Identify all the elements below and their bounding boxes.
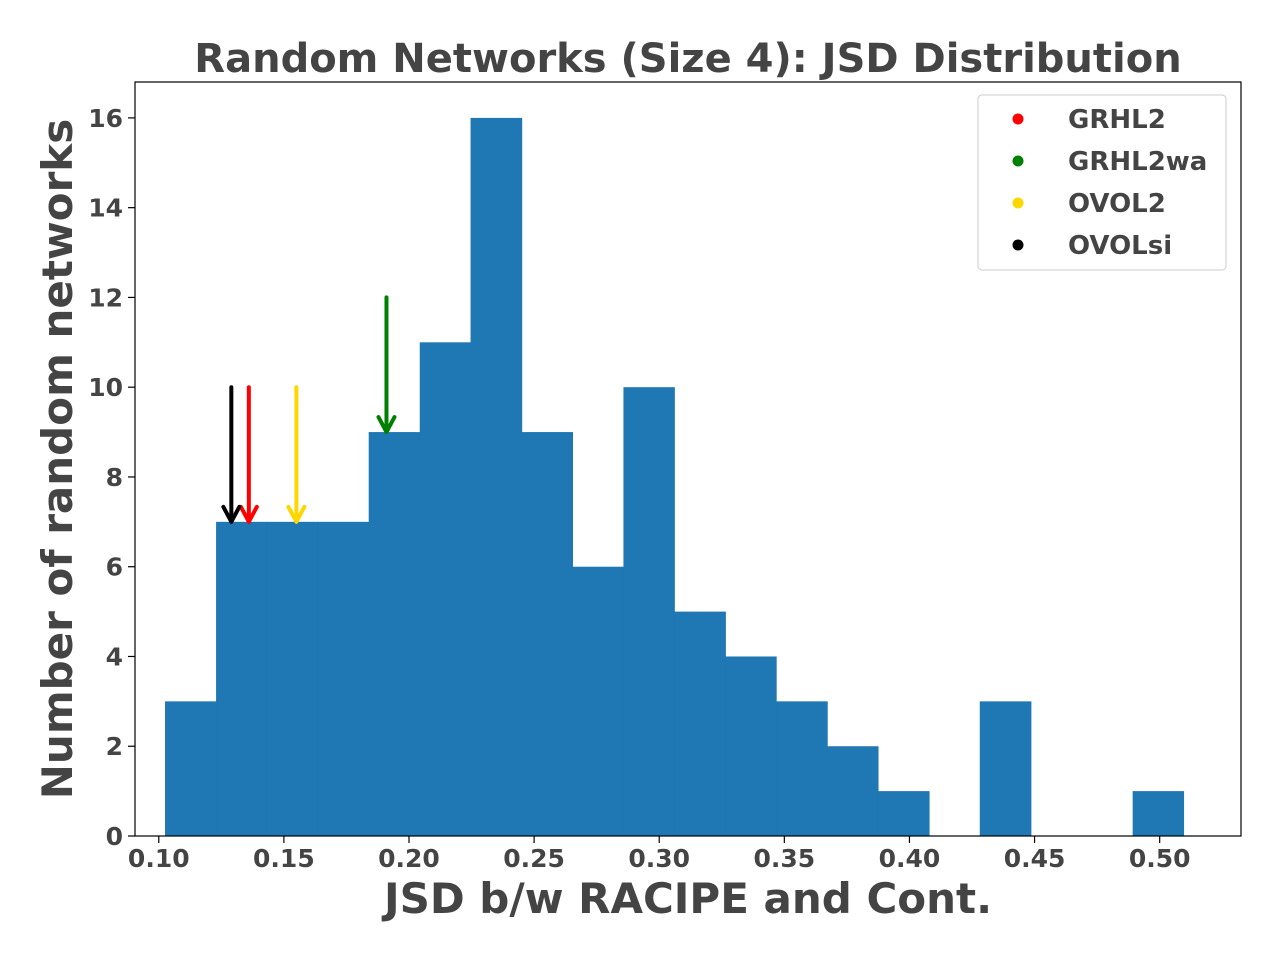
x-tick-label: 0.50	[1129, 844, 1191, 873]
x-tick-label: 0.35	[753, 844, 815, 873]
histogram-bar-4	[368, 432, 421, 836]
marker-arrows	[221, 295, 397, 524]
y-axis-label: Number of random networks	[33, 119, 82, 799]
plot-frame	[134, 81, 1242, 837]
chart-title: Random Networks (Size 4): JSD Distributi…	[194, 36, 1181, 82]
histogram-bar-19	[1132, 791, 1185, 836]
x-tick-label: 0.15	[253, 844, 315, 873]
histogram-bar-5	[419, 342, 472, 836]
y-tick-label: 6	[106, 553, 123, 582]
y-tick-label: 10	[88, 373, 123, 402]
legend-label-ovol2: OVOL2	[1068, 189, 1166, 219]
y-tick-label: 2	[106, 732, 123, 761]
histogram-bar-9	[623, 387, 675, 836]
x-tick-label: 0.40	[879, 844, 941, 873]
marker-arrow-grhl2wa	[376, 295, 397, 435]
histogram-bar-8	[572, 566, 625, 836]
histogram-bar-13	[827, 746, 879, 836]
histogram-bar-0	[165, 701, 217, 836]
y-tick-label: 12	[88, 283, 123, 312]
legend-label-ovolsi: OVOLsi	[1068, 231, 1172, 261]
marker-arrow-ovol2	[286, 385, 307, 524]
x-tick-label: 0.25	[503, 844, 565, 873]
histogram-bar-16	[979, 701, 1032, 836]
histogram-bar-3	[317, 521, 370, 836]
marker-arrow-grhl2	[238, 385, 259, 524]
x-axis-ticks: 0.10 0.15 0.20 0.25 0.30 0.35 0.40 0.45 0.50	[128, 836, 1191, 873]
histogram-bar-2	[266, 521, 319, 836]
histogram-bar-11	[725, 656, 777, 836]
legend: GRHL2 GRHL2wa OVOL2 OVOLsi	[977, 94, 1227, 271]
y-tick-label: 8	[106, 463, 123, 492]
legend-box	[977, 94, 1227, 271]
x-axis-label: JSD b/w RACIPE and Cont.	[381, 874, 992, 923]
histogram-bar-7	[521, 432, 573, 836]
y-tick-label: 14	[88, 194, 123, 223]
legend-label-grhl2: GRHL2	[1068, 105, 1166, 135]
x-tick-label: 0.30	[628, 844, 690, 873]
marker-arrow-ovolsi	[221, 385, 242, 524]
legend-swatch-ovolsi	[1012, 239, 1024, 251]
legend-label-grhl2wa: GRHL2wa	[1068, 147, 1207, 177]
y-tick-label: 16	[88, 104, 123, 133]
y-tick-label: 4	[106, 642, 123, 671]
legend-swatch-grhl2	[1012, 113, 1024, 125]
x-tick-label: 0.10	[128, 844, 190, 873]
legend-swatch-grhl2wa	[1012, 155, 1024, 167]
histogram-bars	[165, 117, 1185, 836]
y-axis-ticks: 0 2 4 6 8 10 12 14 16	[88, 104, 135, 851]
y-tick-label: 0	[106, 822, 123, 851]
histogram-bar-6	[470, 117, 523, 836]
histogram-bar-1	[216, 521, 268, 836]
histogram-bar-14	[877, 791, 930, 836]
histogram-bar-12	[776, 701, 828, 836]
x-tick-label: 0.20	[378, 844, 440, 873]
legend-swatch-ovol2	[1012, 197, 1024, 209]
histogram-bar-10	[674, 611, 726, 836]
x-tick-label: 0.45	[1004, 844, 1066, 873]
